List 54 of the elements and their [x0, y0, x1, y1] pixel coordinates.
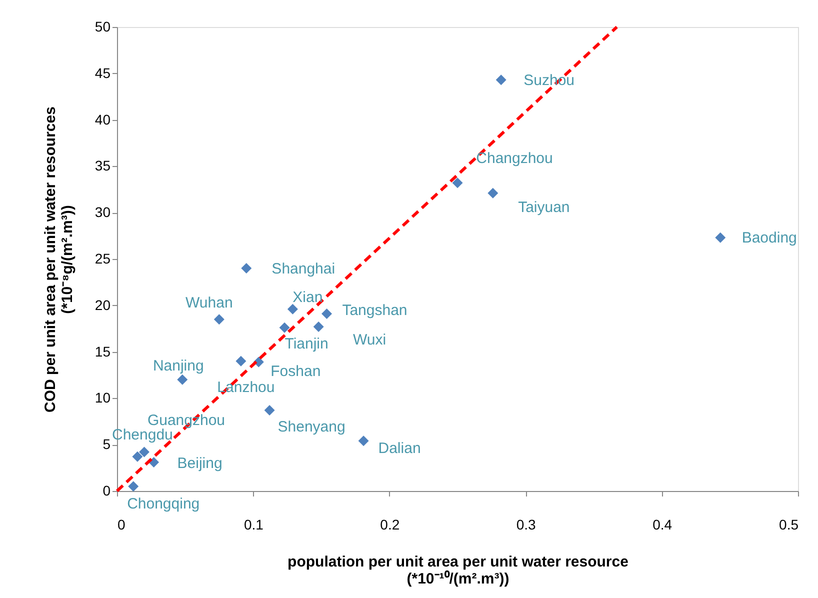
- x-tick-label: 0.5: [779, 516, 799, 532]
- point: [214, 314, 224, 325]
- y-tick-label: 10: [94, 390, 111, 406]
- x-tick-label: 0: [118, 516, 126, 532]
- point: [138, 446, 150, 458]
- x-tick-label: 0.2: [380, 516, 400, 532]
- x-tick-label: 0.1: [244, 516, 264, 532]
- y-tick-label: 40: [94, 111, 111, 128]
- point: [322, 308, 332, 319]
- annotation: Shanghai: [272, 260, 336, 278]
- point: [132, 451, 143, 462]
- x-tick-label: 0.4: [652, 516, 672, 532]
- point: [241, 263, 252, 274]
- annotation: Beijing: [177, 455, 222, 472]
- annotation: Tangshan: [342, 302, 408, 319]
- point: [488, 188, 498, 198]
- point: [264, 405, 275, 416]
- x-tick-label: 0.3: [516, 516, 536, 532]
- point: [279, 322, 290, 333]
- point: [452, 178, 463, 188]
- y-tick-label: 20: [94, 296, 111, 313]
- y-tick-label: 30: [94, 204, 111, 220]
- y-tick-label: 15: [94, 343, 111, 360]
- annotation: Wuhan: [186, 294, 233, 312]
- point: [148, 456, 160, 468]
- point: [313, 322, 324, 332]
- annotation: Chongqing: [127, 495, 200, 512]
- point: [128, 481, 139, 492]
- annotation: Foshan: [270, 363, 321, 380]
- y-tick-label: 25: [94, 250, 111, 266]
- point: [177, 374, 188, 385]
- annotation: Wuxi: [353, 332, 386, 349]
- point: [358, 436, 369, 446]
- annotation: Baoding: [742, 230, 797, 247]
- y-tick-label: 35: [94, 158, 111, 174]
- annotation: Taiyuan: [518, 199, 570, 216]
- y-tick-label: 50: [94, 18, 111, 34]
- y-tick-label: 5: [102, 436, 111, 452]
- point: [496, 74, 506, 86]
- annotation: Shenyang: [278, 418, 346, 436]
- y-tick-label: 45: [94, 64, 111, 81]
- point: [287, 304, 298, 314]
- annotation: Changzhou: [476, 150, 553, 167]
- annotation: Xian: [292, 289, 323, 306]
- annotation: Guangzhou: [147, 412, 226, 430]
- point: [715, 232, 726, 243]
- annotation: Dalian: [378, 440, 421, 457]
- point: [236, 356, 246, 366]
- y-axis-title: COD per unit area per unit water resources (*10⁻⁸g/(m².m³)): [42, 106, 76, 412]
- annotation: Nanjing: [152, 358, 204, 375]
- x-axis-title: population per unit area per unit water resource (*10⁻¹⁰/(m².m³)): [288, 554, 628, 588]
- annotation: Lanzhou: [217, 379, 275, 396]
- annotation: Tianjin: [284, 336, 328, 353]
- y-tick-label: 0: [102, 482, 111, 498]
